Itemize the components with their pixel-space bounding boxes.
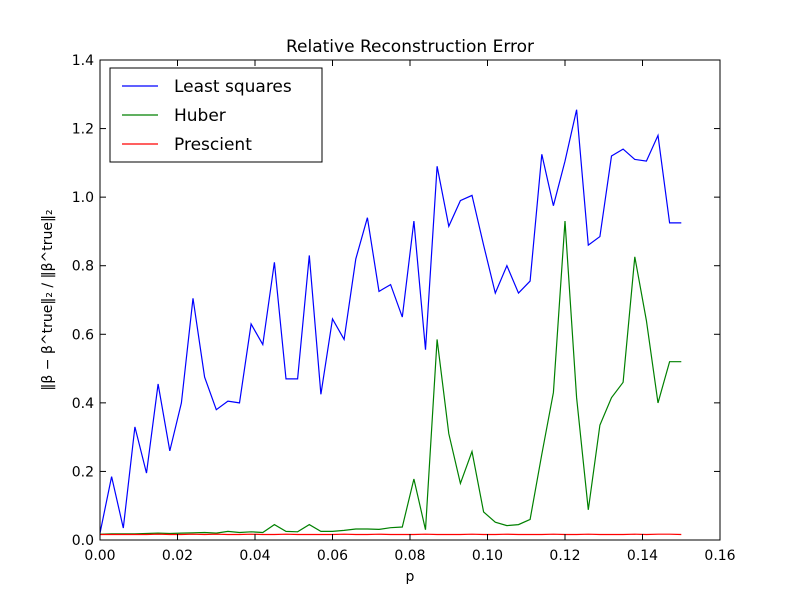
y-tick-label: 0.8 (72, 259, 94, 275)
x-tick-label: 0.08 (394, 548, 425, 564)
legend-label-huber: Huber (174, 106, 226, 126)
legend-entries: Least squares Huber Prescient (122, 77, 292, 155)
series-line-huber (99, 221, 682, 535)
y-tick-label: 0.2 (72, 464, 94, 480)
ticks-layer: 0.00 0.02 0.04 0.06 0.08 0.10 0.12 0.14 0.16 0.0 0… (72, 53, 736, 564)
series-line-least-squares (99, 109, 682, 534)
y-tick-label: 0.4 (72, 396, 94, 412)
x-axis-label: p (406, 569, 415, 585)
y-tick-label: 0.0 (72, 533, 94, 549)
y-tick-label: 1.0 (72, 190, 94, 206)
x-tick-label: 0.04 (239, 548, 270, 564)
x-tick-label: 0.14 (627, 548, 658, 564)
legend-label-least-squares: Least squares (174, 77, 292, 97)
x-tick-label: 0.00 (84, 548, 115, 564)
chart-title: Relative Reconstruction Error (286, 37, 534, 57)
y-axis-label: ‖β − β^true‖₂ / ‖β^true‖₂ (40, 209, 56, 390)
x-tick-label: 0.02 (162, 548, 193, 564)
x-tick-label: 0.10 (472, 548, 503, 564)
x-tick-label: 0.12 (549, 548, 580, 564)
y-tick-label: 1.4 (72, 53, 94, 69)
x-tick-label: 0.16 (704, 548, 735, 564)
legend-label-prescient: Prescient (174, 135, 252, 155)
y-tick-label: 1.2 (72, 122, 94, 138)
x-tick-label: 0.06 (317, 548, 348, 564)
series-layer (99, 109, 682, 536)
legend: Least squares Huber Prescient (109, 67, 323, 163)
y-tick-label: 0.6 (72, 327, 94, 343)
